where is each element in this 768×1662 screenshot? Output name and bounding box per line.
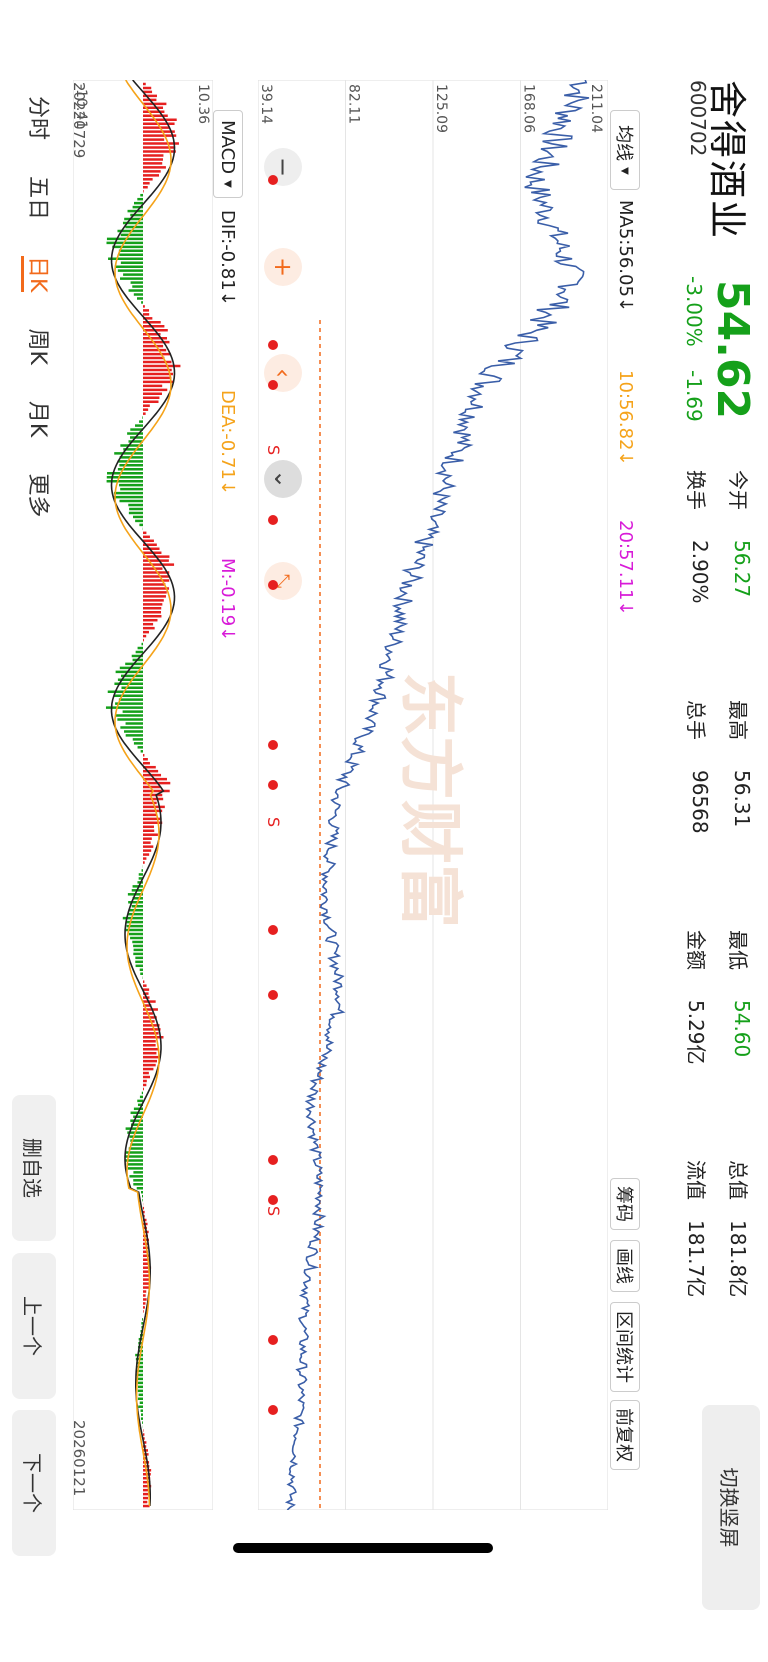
signal-dot <box>268 515 278 525</box>
mktcap-value: 181.8亿 <box>726 1220 750 1298</box>
ma-selector-label: 均线 <box>613 125 634 162</box>
macd-dif: DIF:-0.81↓ <box>217 210 238 306</box>
dif-line <box>110 80 176 1507</box>
watermark: 东方财富 <box>392 672 466 928</box>
macd-tick-low: -10.41 <box>73 84 89 129</box>
macd-selector-label: MACD <box>217 120 239 175</box>
delete-favorite-button[interactable]: 删自选 <box>12 1095 56 1241</box>
signal-dot <box>268 925 278 935</box>
dea-line <box>114 80 172 1507</box>
open-value: 56.27 <box>730 540 754 598</box>
dropdown-icon: ▼ <box>619 167 631 175</box>
macd-chart[interactable]: 10.36 -10.41 <box>73 80 213 1510</box>
float-value: 181.7亿 <box>684 1220 708 1298</box>
signal-dot <box>268 580 278 590</box>
start-date: 20220729 <box>70 82 88 159</box>
adjust-button[interactable]: 前复权 <box>610 1400 640 1470</box>
next-button[interactable]: 下一个 <box>12 1410 56 1556</box>
turnover-value: 2.90% <box>688 540 712 604</box>
price-tick-label: 125.09 <box>433 84 449 133</box>
amount-label: 金额 <box>684 930 708 970</box>
change-amount: -1.69 <box>682 370 706 422</box>
float-label: 流值 <box>684 1160 708 1200</box>
signal-dot <box>268 740 278 750</box>
turnover-label: 换手 <box>684 470 708 510</box>
mktcap-label: 总值 <box>726 1160 750 1200</box>
price-line <box>284 80 590 1510</box>
end-date: 20260121 <box>70 1420 88 1497</box>
volume-value: 96568 <box>688 770 712 834</box>
tab-0[interactable]: 分时 <box>25 96 50 141</box>
signal-dot <box>268 1405 278 1415</box>
signal-dot <box>268 990 278 1000</box>
stock-name: 舍得酒业 <box>705 80 749 241</box>
macd-selector[interactable]: MACD ▼ <box>213 110 243 198</box>
macd-dea: DEA:-0.71↓ <box>217 390 238 495</box>
draw-line-button[interactable]: 画线 <box>610 1240 640 1292</box>
signal-dot <box>268 380 278 390</box>
low-label: 最低 <box>726 930 750 970</box>
ma5-value: MA5:56.05↓ <box>615 200 636 312</box>
tab-3[interactable]: 周K <box>25 328 50 365</box>
price-chart[interactable]: 东方财富 211.04 168.06 125.09 82.11 39.14 <box>258 80 608 1510</box>
home-indicator <box>233 1543 493 1553</box>
macd-m: M:-0.19↓ <box>217 558 238 642</box>
change-percent: -3.00% <box>682 276 706 347</box>
sell-signal-label: S <box>264 1206 283 1216</box>
signal-dot <box>268 1195 278 1205</box>
ma20-value: 20:57.11↓ <box>615 520 636 616</box>
high-label: 最高 <box>726 700 750 740</box>
period-tabs: 分时五日日K 周K 月K 更多 <box>21 96 56 517</box>
dropdown-icon: ▼ <box>222 180 234 188</box>
stock-code: 600702 <box>686 80 710 157</box>
range-stats-button[interactable]: 区间统计 <box>610 1302 640 1392</box>
price-tick-label: 211.04 <box>588 84 604 133</box>
signal-row: S S S <box>264 175 283 1415</box>
tab-4[interactable]: 月K <box>25 400 50 438</box>
high-value: 56.31 <box>730 770 754 828</box>
switch-portrait-button[interactable]: 切换竖屏 <box>702 1405 760 1610</box>
signal-dot <box>268 175 278 185</box>
price-tick-label: 82.11 <box>346 84 362 124</box>
prev-button[interactable]: 上一个 <box>12 1253 56 1399</box>
macd-tick-high: 10.36 <box>195 84 211 124</box>
tab-2[interactable]: 日K <box>21 256 56 293</box>
low-value: 54.60 <box>730 1000 754 1058</box>
sell-signal-label: S <box>264 817 283 827</box>
ma10-value: 10:56.82↓ <box>615 370 636 466</box>
chips-button[interactable]: 筹码 <box>610 1178 640 1230</box>
amount-value: 5.29亿 <box>684 1000 708 1065</box>
volume-label: 总手 <box>684 700 708 740</box>
signal-dot <box>268 340 278 350</box>
tab-5[interactable]: 更多 <box>25 473 50 518</box>
open-label: 今开 <box>726 470 750 510</box>
signal-dot <box>268 1155 278 1165</box>
signal-dot <box>268 1335 278 1345</box>
price-tick-label: 39.14 <box>258 84 274 124</box>
tab-1[interactable]: 五日 <box>25 176 50 221</box>
price-tick-label: 168.06 <box>521 84 537 133</box>
sell-signal-label: S <box>264 445 283 455</box>
ma-selector[interactable]: 均线 ▼ <box>610 110 640 190</box>
stock-price: 54.62 <box>707 280 758 420</box>
signal-dot <box>268 780 278 790</box>
